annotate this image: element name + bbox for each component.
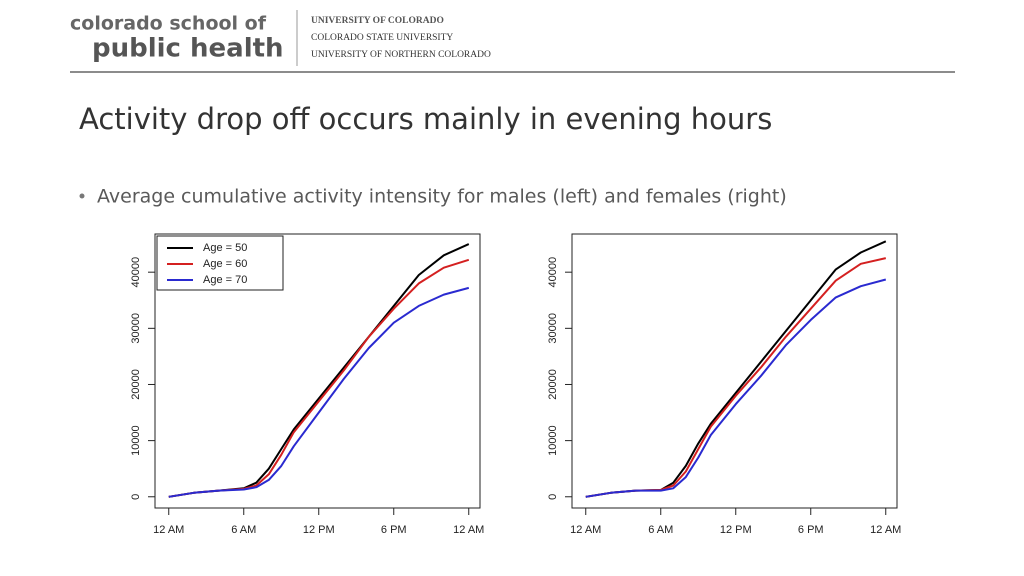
y-tick-label: 40000: [547, 257, 559, 288]
x-tick-label: 12 AM: [153, 524, 184, 536]
plot-frame: [571, 233, 898, 509]
slide-title: Activity drop off occurs mainly in eveni…: [79, 102, 772, 136]
x-tick-label: 12 AM: [570, 524, 601, 536]
series-line: [168, 258, 470, 498]
logo-line2: public health: [92, 34, 284, 64]
legend-label: Age = 60: [203, 258, 247, 270]
x-tick-label: 6 AM: [231, 524, 256, 536]
x-tick-label: 6 PM: [798, 524, 824, 536]
bullet-dot: [79, 193, 85, 199]
y-tick-label: 10000: [547, 425, 559, 456]
y-tick-label: 0: [130, 494, 142, 500]
y-tick-label: 40000: [130, 257, 142, 288]
x-tick-label: 12 PM: [303, 524, 335, 536]
legend-label: Age = 50: [203, 242, 247, 254]
partner: COLORADO STATE UNIVERSITY: [311, 33, 453, 43]
series-line: [585, 278, 887, 498]
legend-label: Age = 70: [203, 274, 247, 286]
x-tick-label: 12 AM: [870, 524, 901, 536]
partner: UNIVERSITY OF COLORADO: [311, 16, 444, 26]
series-line: [585, 240, 887, 498]
x-tick-label: 12 AM: [453, 524, 484, 536]
y-tick-label: 30000: [130, 313, 142, 344]
plot-frame: [154, 233, 481, 509]
x-tick-label: 6 AM: [648, 524, 673, 536]
logo-line1: colorado school of: [70, 13, 267, 35]
y-tick-label: 10000: [130, 425, 142, 456]
x-tick-label: 12 PM: [720, 524, 752, 536]
series-line: [168, 286, 470, 498]
y-tick-label: 0: [547, 494, 559, 500]
bullet-text: Average cumulative activity intensity fo…: [97, 186, 787, 208]
y-tick-label: 30000: [547, 313, 559, 344]
partner: UNIVERSITY OF NORTHERN COLORADO: [311, 50, 491, 60]
series-line: [585, 257, 887, 498]
x-tick-label: 6 PM: [381, 524, 407, 536]
y-tick-label: 20000: [547, 369, 559, 400]
y-tick-label: 20000: [130, 369, 142, 400]
